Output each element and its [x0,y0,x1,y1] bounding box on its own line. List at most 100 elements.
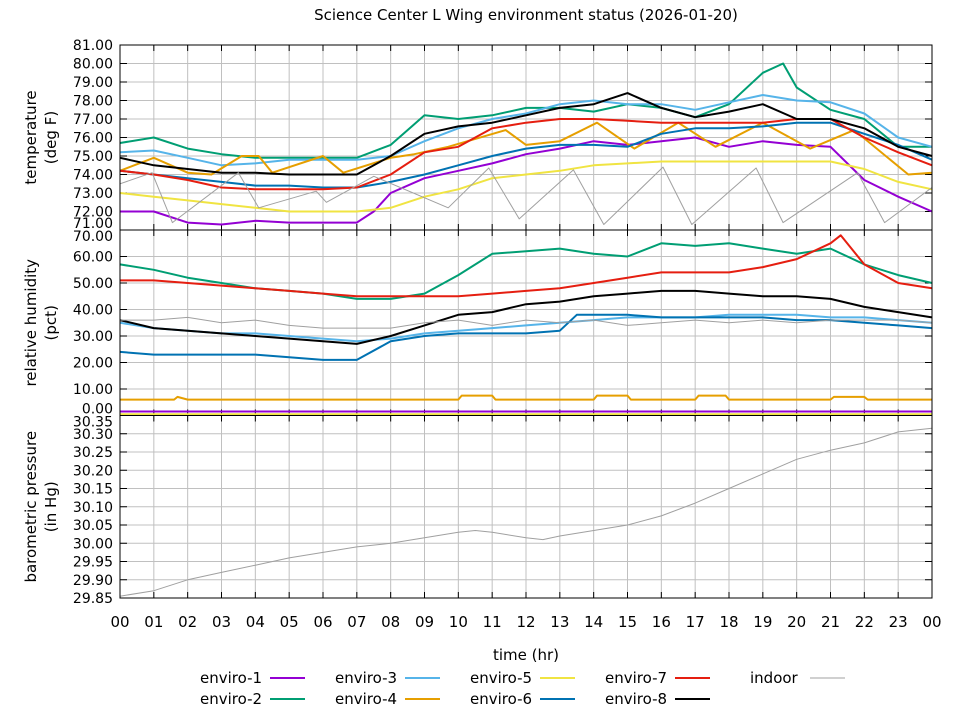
y-tick-label: 60.00 [73,250,113,266]
y-tick-label: 81.00 [73,38,113,54]
chart-title: Science Center L Wing environment status… [314,6,738,24]
series-line-enviro-5 [119,160,933,213]
panel-frame [119,415,933,599]
y-tick-label: 75.00 [73,149,113,165]
series-line-enviro-3 [119,94,933,167]
series-line-enviro-6 [119,313,933,361]
legend-item-enviro-4: enviro-4 [335,690,440,708]
legend-item-enviro-8: enviro-8 [605,690,710,708]
y-tick-label: 29.90 [73,573,113,589]
panel-3: 29.85 29.90 29.95 30.00 30.05 30.10 30.15 30.20… [22,415,933,607]
x-tick-label: 06 [313,613,332,631]
y-axis-label: barometric pressure [22,431,40,583]
legend-label: enviro-5 [470,669,532,687]
legend-label: enviro-6 [470,690,532,708]
y-tick-label: 30.05 [73,518,113,534]
y-tick-label: 30.00 [73,329,113,345]
x-tick-label: 22 [855,613,874,631]
panel-2: 0.00 10.00 20.00 30.00 40.00 50.00 60.00 70.00 r… [22,229,933,418]
x-tick-label: 17 [686,613,705,631]
x-tick-label: 20 [787,613,806,631]
legend-item-enviro-2: enviro-2 [200,690,305,708]
x-tick-label: 19 [753,613,772,631]
x-tick-label: 10 [449,613,468,631]
series-line-indoor [120,316,933,329]
series-line-enviro-6 [119,121,933,189]
y-axis-label: (deg F) [42,111,60,164]
series-line-enviro-1 [120,136,933,226]
y-tick-label: 73.00 [73,186,113,202]
x-tick-label: 08 [381,613,400,631]
y-tick-label: 30.35 [73,415,113,431]
x-tick-label: 02 [178,613,197,631]
x-tick-label: 12 [516,613,535,631]
legend-item-enviro-7: enviro-7 [605,669,710,687]
y-tick-label: 30.00 [73,536,113,552]
series-line-enviro-8 [119,92,933,176]
x-axis-label: time (hr) [493,646,559,664]
x-tick-label: 15 [618,613,637,631]
y-tick-label: 40.00 [73,303,113,319]
x-tick-label: 09 [415,613,434,631]
series-line-indoor [119,427,933,597]
y-axis-label: (pct) [42,305,60,340]
legend-label: enviro-2 [200,690,262,708]
legend-item-indoor: indoor [750,669,845,687]
y-tick-label: 76.00 [73,131,113,147]
legend-item-enviro-3: enviro-3 [335,669,440,687]
x-tick-label: 13 [550,613,569,631]
x-tick-label: 01 [144,613,163,631]
y-tick-label: 78.00 [73,94,113,110]
y-tick-label: 29.95 [73,555,113,571]
legend-item-enviro-6: enviro-6 [470,690,575,708]
y-tick-label: 50.00 [73,276,113,292]
y-tick-label: 71.00 [73,216,113,232]
series-line-enviro-7 [120,234,933,298]
x-tick-label: 00 [922,613,941,631]
legend-label: enviro-8 [605,690,667,708]
y-tick-label: 30.10 [73,500,113,516]
y-axis-label: temperature [22,90,40,184]
x-tick-label: 11 [483,613,502,631]
series-line-enviro-4 [120,394,932,401]
x-tick-label: 03 [212,613,231,631]
x-tick-label: 16 [652,613,671,631]
y-tick-label: 20.00 [73,356,113,372]
y-tick-label: 70.00 [73,229,113,245]
x-tick-label: 05 [280,613,299,631]
legend-item-enviro-1: enviro-1 [200,669,305,687]
legend-label: indoor [750,669,799,687]
y-tick-label: 30.20 [73,463,113,479]
y-tick-label: 30.25 [73,445,113,461]
y-tick-label: 0.00 [82,402,113,418]
x-tick-label: 00 [110,613,129,631]
x-tick-label: 14 [584,613,603,631]
legend-item-enviro-5: enviro-5 [470,669,575,687]
y-tick-label: 29.85 [73,591,113,607]
y-tick-label: 30.15 [73,482,113,498]
legend-label: enviro-4 [335,690,397,708]
legend-label: enviro-3 [335,669,397,687]
y-tick-label: 10.00 [73,382,113,398]
legend-label: enviro-1 [200,669,262,687]
series-line-enviro-8 [119,289,933,345]
y-tick-label: 74.00 [73,168,113,184]
x-tick-label: 18 [719,613,738,631]
x-tick-label: 07 [347,613,366,631]
y-tick-label: 79.00 [73,75,113,91]
y-axis-label: (in Hg) [42,481,60,532]
x-tick-label: 04 [246,613,265,631]
y-tick-label: 72.00 [73,205,113,221]
legend-label: enviro-7 [605,669,667,687]
y-tick-label: 30.30 [73,427,113,443]
x-tick-label: 21 [821,613,840,631]
y-tick-label: 80.00 [73,57,113,73]
y-tick-label: 77.00 [73,112,113,128]
series-line-indoor [119,166,933,225]
series-line-enviro-3 [119,313,933,343]
legend: enviro-1 enviro-2 enviro-3 enviro-4 enviro-5… [200,669,845,708]
